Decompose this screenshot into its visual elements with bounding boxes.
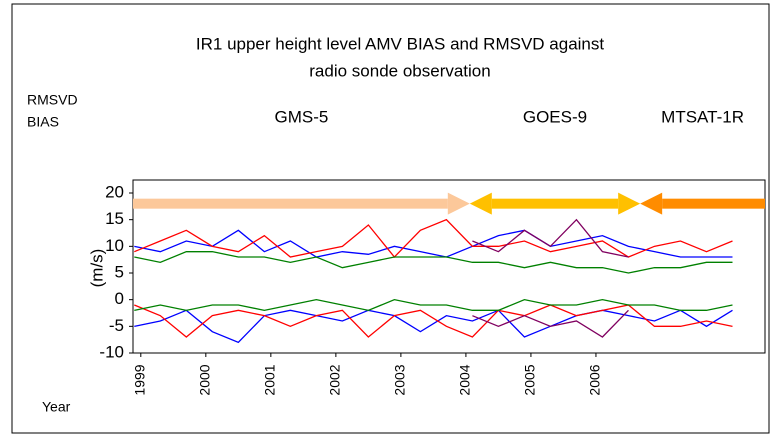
data-line [472,218,629,258]
y-tick-label: 0 [115,289,124,308]
x-tick-label: 2003 [392,364,408,395]
y-tick-label: -10 [99,342,124,361]
data-line [134,229,733,258]
chart-title: IR1 upper height level AMV BIAS and RMSV… [196,34,604,53]
y-tick-label: 10 [105,236,124,255]
period-label: GOES-9 [523,107,587,126]
y-tick-label: 5 [115,262,124,281]
x-tick-label: 2002 [327,364,343,395]
chart-subtitle: radio sonde observation [309,61,490,80]
y-tick-label: -5 [109,316,124,335]
data-line [134,218,733,258]
arrow-head [618,192,641,215]
arrow-head [447,192,470,215]
arrow-head [469,192,492,215]
data-line [134,309,733,344]
y-label-bias: BIAS [27,114,59,130]
period-arrow [133,198,448,209]
x-axis-label: Year [42,399,71,415]
period-arrow [662,198,765,209]
data-line [134,251,733,274]
y-tick-label: 15 [105,209,124,228]
x-tick-label: 2005 [522,364,538,395]
x-tick-label: 2006 [587,364,603,395]
data-line [134,298,733,312]
plot-area [132,179,766,354]
period-label: GMS-5 [274,107,328,126]
data-line [472,309,629,338]
data-line [134,304,733,338]
y-axis-label: (m/s) [87,249,106,288]
chart-frame [11,3,770,434]
x-tick-label: 2000 [197,364,213,395]
period-arrow [491,198,619,209]
y-tick-label: 20 [105,182,124,201]
arrow-head [640,192,663,215]
x-tick-label: 2001 [262,364,278,395]
x-tick-label: 2004 [457,364,473,395]
period-label: MTSAT-1R [661,107,744,126]
y-label-rmsvd: RMSVD [27,92,78,108]
x-tick-label: 1999 [132,364,148,395]
